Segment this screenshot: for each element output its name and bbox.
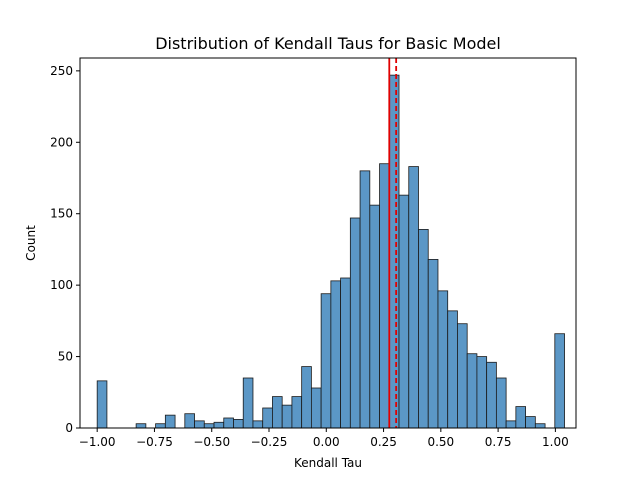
histogram-bar: [495, 377, 507, 429]
y-axis-ticks: 0 50 100 150 200 250: [50, 64, 80, 435]
y-tick-label: 0: [65, 421, 73, 435]
x-tick-label: −0.25: [251, 435, 288, 449]
histogram-bar: [96, 380, 108, 429]
histogram-bar: [233, 419, 244, 429]
y-axis-label: Count: [24, 225, 38, 261]
histogram-bar: [525, 416, 536, 429]
histogram-bar: [262, 407, 273, 429]
x-tick-label: −0.50: [193, 435, 230, 449]
x-tick-label: −1.00: [79, 435, 116, 449]
x-tick-label: −0.75: [136, 435, 173, 449]
histogram-bar: [213, 421, 225, 429]
y-tick-label: 200: [50, 135, 73, 149]
histogram-bar: [457, 323, 468, 429]
histogram-bar: [194, 420, 205, 429]
histogram-bar: [505, 420, 517, 429]
histogram-bars: [96, 74, 565, 429]
histogram-bar: [164, 414, 176, 429]
histogram-bar: [135, 423, 147, 429]
x-tick-label: 0.00: [313, 435, 340, 449]
x-axis-label: Kendall Tau: [294, 456, 362, 470]
y-tick-label: 100: [50, 278, 73, 292]
histogram-bar: [427, 259, 439, 429]
histogram-bar: [447, 310, 458, 429]
histogram-bar: [184, 413, 195, 429]
histogram-bar: [369, 204, 380, 429]
histogram-bar: [418, 229, 429, 429]
x-tick-label: 0.75: [485, 435, 512, 449]
histogram-bar: [252, 420, 264, 429]
histogram-bar: [534, 423, 546, 429]
histogram-bar: [155, 423, 166, 429]
chart-title: Distribution of Kendall Taus for Basic M…: [155, 34, 501, 53]
histogram-bar: [281, 404, 293, 429]
histogram-bar: [203, 423, 215, 429]
histogram-bar: [476, 356, 488, 429]
x-axis-ticks: −1.00 −0.75 −0.50 −0.25 0.00 0.25 0.50 0.75 1.00: [79, 428, 569, 449]
x-tick-label: 1.00: [542, 435, 569, 449]
histogram-bar: [320, 293, 332, 429]
histogram-bar: [408, 166, 419, 429]
histogram-bar: [242, 377, 254, 429]
plot-frame: [79, 57, 577, 429]
y-tick-label: 150: [50, 207, 73, 221]
histogram-bar: [486, 361, 497, 429]
histogram-bar: [554, 333, 565, 429]
x-tick-label: 0.25: [370, 435, 397, 449]
x-tick-label: 0.50: [427, 435, 454, 449]
histogram-bar: [398, 194, 410, 429]
histogram-bar: [379, 163, 390, 429]
histogram-bar: [466, 353, 478, 429]
histogram-bar: [330, 280, 342, 429]
histogram-bar: [223, 417, 234, 429]
histogram-bar: [349, 217, 361, 429]
histogram-bar: [301, 366, 312, 429]
histogram-bar: [437, 290, 449, 429]
histogram-bar: [340, 277, 351, 429]
y-tick-label: 50: [58, 350, 73, 364]
histogram-bar: [359, 170, 371, 429]
histogram-bar: [388, 74, 400, 429]
y-tick-label: 250: [50, 64, 73, 78]
histogram-bar: [515, 406, 526, 429]
histogram-bar: [310, 387, 322, 429]
histogram-bar: [291, 396, 303, 429]
histogram-bar: [272, 396, 283, 429]
reference-lines: [388, 58, 398, 428]
